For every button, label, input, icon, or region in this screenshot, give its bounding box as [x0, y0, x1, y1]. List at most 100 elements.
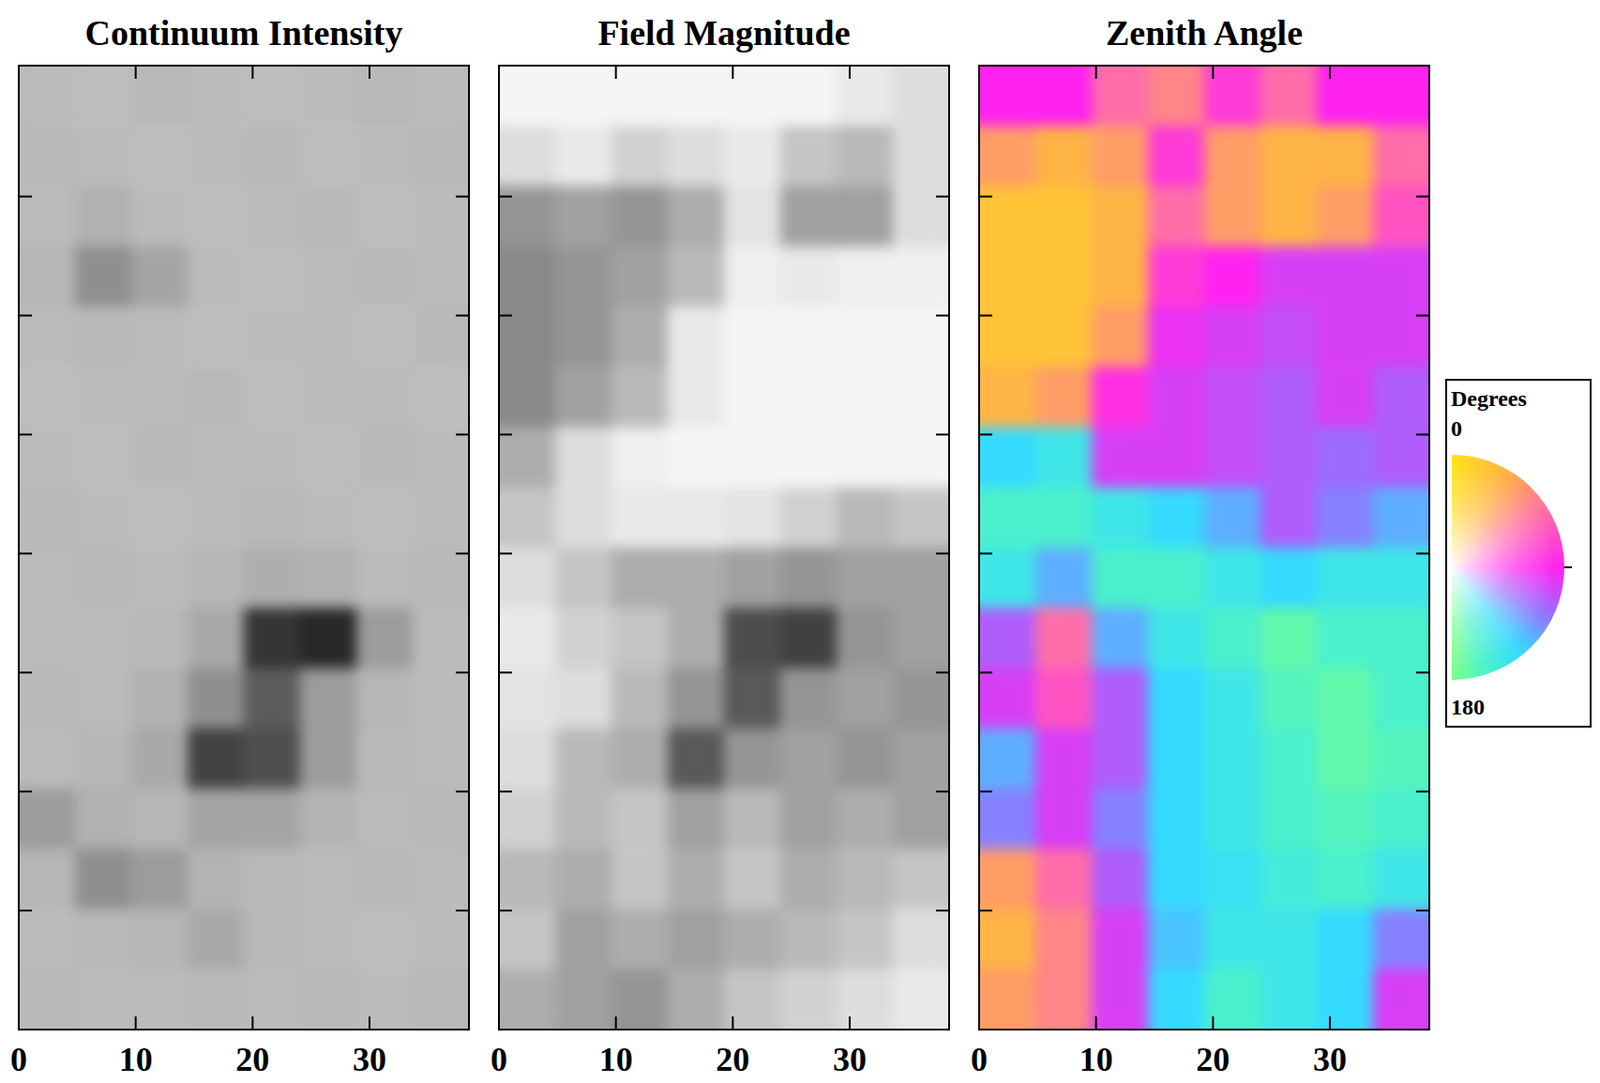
heatmap-cell — [75, 909, 133, 971]
heatmap-cell — [892, 246, 950, 308]
x-tick — [615, 65, 618, 79]
x-tick — [135, 65, 137, 79]
heatmap-cell — [498, 186, 557, 248]
heatmap-cell — [131, 125, 189, 187]
heatmap-cell — [187, 427, 245, 489]
y-tick — [935, 315, 950, 317]
x-tick-label: 20 — [235, 1041, 270, 1079]
heatmap-cell — [187, 728, 245, 790]
heatmap-cell — [892, 728, 950, 790]
heatmap-cell — [187, 668, 245, 730]
heatmap-cell — [892, 186, 950, 248]
heatmap-cell — [724, 366, 782, 428]
heatmap-cell — [724, 909, 782, 971]
heatmap-cell — [1091, 909, 1149, 971]
heatmap-cell — [1260, 969, 1318, 1030]
y-tick — [979, 433, 993, 436]
heatmap-cell — [667, 969, 725, 1030]
x-tick — [251, 1016, 254, 1030]
heatmap-cell — [555, 246, 613, 308]
heatmap-cell — [724, 427, 782, 489]
y-tick — [1416, 433, 1430, 436]
heatmap-cell — [356, 668, 414, 730]
heatmap-cell — [1373, 125, 1430, 187]
heatmap-cell — [356, 366, 414, 428]
heatmap-cell — [1260, 65, 1318, 127]
heatmap-cell — [1316, 125, 1374, 187]
heatmap-cell — [300, 547, 358, 609]
figure: 0102030Continuum Intensity0102030Field M… — [0, 0, 1600, 1083]
heatmap-cell — [611, 65, 669, 127]
x-tick-label: 0 — [970, 1041, 988, 1079]
heatmap-cell — [131, 306, 189, 368]
heatmap-cell — [555, 427, 613, 489]
plot-area — [18, 65, 469, 1030]
heatmap-cell — [412, 65, 469, 127]
heatmap-cell — [892, 125, 950, 187]
panel-title: Field Magnitude — [597, 13, 850, 53]
heatmap-cell — [892, 65, 950, 127]
heatmap-cell — [555, 607, 613, 669]
heatmap-cell — [412, 125, 469, 187]
heatmap-cell — [555, 366, 613, 428]
heatmap-cell — [667, 65, 725, 127]
heatmap-cell — [18, 728, 76, 790]
heatmap-cell — [667, 547, 725, 609]
y-tick — [1416, 552, 1430, 555]
heatmap-cell — [555, 668, 613, 730]
heatmap-cell — [1373, 909, 1430, 971]
heatmap-cell — [187, 969, 245, 1030]
heatmap-cell — [1260, 728, 1318, 790]
heatmap-cell — [1147, 909, 1206, 971]
heatmap-cell — [1204, 728, 1262, 790]
heatmap-cell — [1204, 969, 1262, 1030]
heatmap-cell — [1316, 65, 1374, 127]
heatmap-cell — [1316, 909, 1374, 971]
x-tick-label: 10 — [599, 1041, 634, 1079]
y-tick — [498, 552, 513, 555]
y-tick — [18, 671, 32, 674]
heatmap-cell — [1147, 547, 1206, 609]
heatmap-cell — [1035, 427, 1093, 489]
heatmap-cell — [131, 909, 189, 971]
heatmap — [979, 65, 1430, 1030]
heatmap-cell — [667, 306, 725, 368]
heatmap-cell — [131, 427, 189, 489]
heatmap-cell — [1204, 427, 1262, 489]
heatmap-cell — [243, 607, 302, 669]
heatmap-cell — [1260, 186, 1318, 248]
heatmap-cell — [18, 909, 76, 971]
heatmap-cell — [836, 427, 894, 489]
heatmap-cell — [667, 668, 725, 730]
heatmap-cell — [1147, 246, 1206, 308]
heatmap-cell — [498, 427, 557, 489]
heatmap-cell — [498, 969, 557, 1030]
heatmap-cell — [243, 366, 302, 428]
heatmap-cell — [131, 969, 189, 1030]
heatmap-cell — [780, 65, 838, 127]
heatmap-cell — [1373, 848, 1430, 910]
heatmap-cell — [18, 246, 76, 308]
heatmap-cell — [1035, 65, 1093, 127]
heatmap-cell — [555, 306, 613, 368]
y-tick — [455, 552, 469, 555]
heatmap-cell — [1204, 909, 1262, 971]
heatmap-cell — [1091, 487, 1149, 549]
heatmap-cell — [1147, 306, 1206, 368]
x-tick — [498, 65, 500, 79]
heatmap-cell — [300, 125, 358, 187]
heatmap-cell — [412, 788, 469, 850]
heatmap-cell — [1091, 427, 1149, 489]
heatmap-cell — [75, 607, 133, 669]
colorbar-tick-label: 180 — [1450, 694, 1485, 720]
y-tick — [18, 909, 32, 912]
heatmap-cell — [356, 487, 414, 549]
x-tick — [848, 1016, 851, 1030]
heatmap-cell — [18, 306, 76, 368]
heatmap-cell — [1147, 427, 1206, 489]
heatmap-cell — [979, 788, 1037, 850]
heatmap-cell — [1035, 909, 1093, 971]
heatmap-cell — [979, 668, 1037, 730]
heatmap-cell — [979, 969, 1037, 1030]
heatmap-cell — [836, 366, 894, 428]
